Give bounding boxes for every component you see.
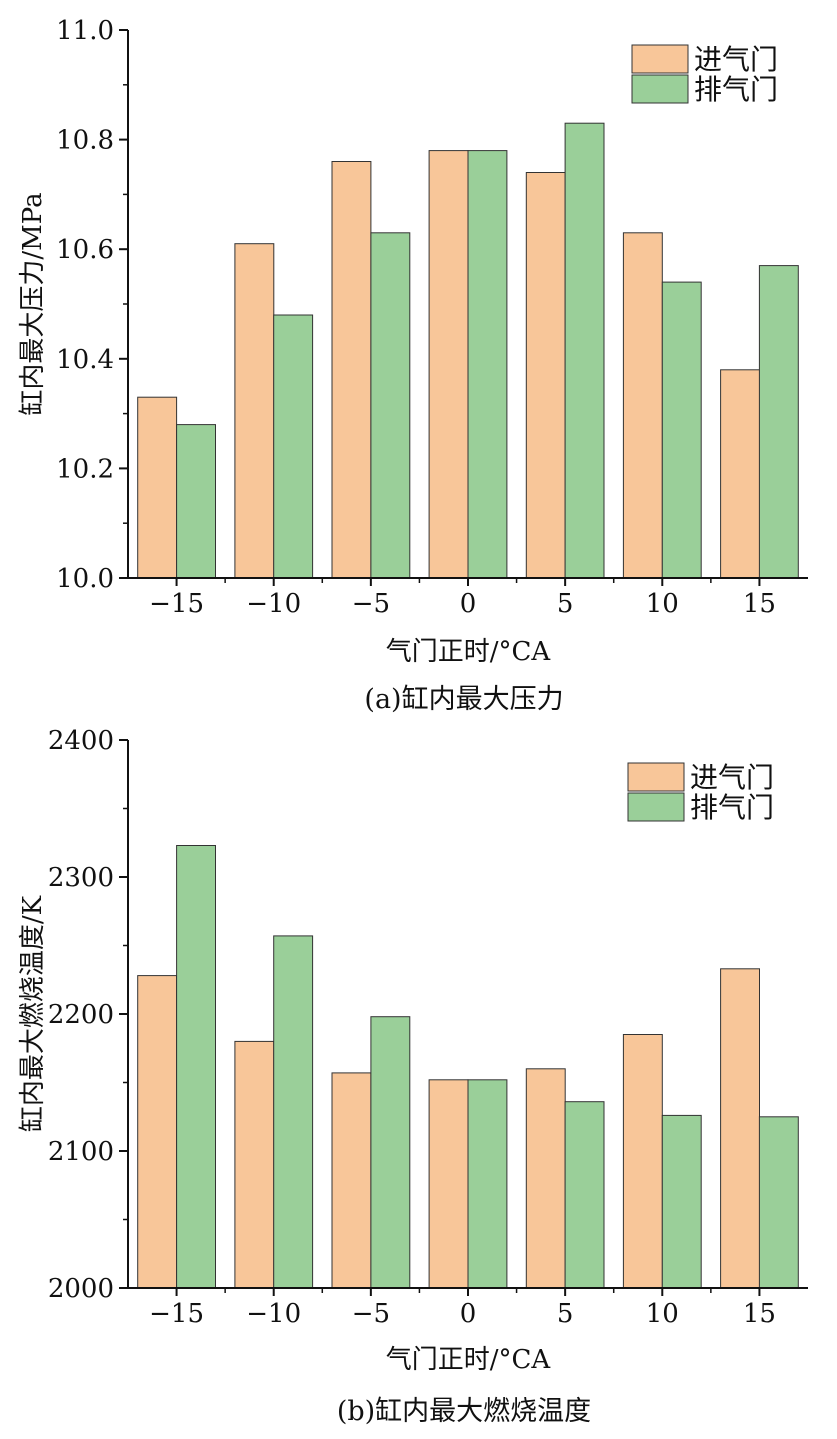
y-axis-label: 缸内最大压力/MPa — [18, 192, 48, 415]
x-tick-label: −5 — [352, 589, 390, 619]
chart-1: 2000 2100 2200 2300 2400 −15 −10 −5 0 5 10 15 气门正时/°… — [18, 726, 808, 1427]
legend-label-exhaust: 排气门 — [690, 791, 774, 824]
y-tick-label: 11.0 — [56, 16, 114, 46]
legend-label-intake: 进气门 — [690, 761, 774, 794]
bar-exhaust-1 — [273, 935, 314, 1289]
y-tick-label: 2200 — [48, 1000, 114, 1030]
bar-exhaust-0 — [176, 424, 217, 579]
x-tick-label: −15 — [149, 1299, 204, 1329]
y-tick-label: 10.2 — [56, 454, 114, 484]
x-tick-label: −5 — [352, 1299, 390, 1329]
bar-intake-0 — [137, 396, 178, 579]
bar-exhaust-3 — [467, 150, 508, 579]
bar-exhaust-2 — [370, 1016, 411, 1289]
legend-swatch-exhaust — [631, 74, 689, 104]
x-tick-label: 10 — [646, 1299, 679, 1329]
x-tick-label: 15 — [743, 589, 776, 619]
x-tick-label: 5 — [557, 1299, 574, 1329]
bar-intake-0 — [137, 975, 178, 1289]
legend-label-exhaust: 排气门 — [694, 73, 778, 106]
bar-exhaust-5 — [661, 1114, 702, 1289]
bar-intake-6 — [720, 369, 760, 579]
bar-exhaust-4 — [564, 1101, 605, 1289]
y-axis-label: 缸内最大燃烧温度/K — [18, 895, 48, 1132]
x-tick-label: 0 — [460, 589, 477, 619]
bar-exhaust-0 — [176, 845, 217, 1289]
chart-0: 10.0 10.2 10.4 10.6 10.8 11.0 −15 −10 −5 0 5 10 15 气门… — [18, 16, 808, 715]
legend-swatch-intake — [631, 44, 689, 74]
x-tick-label: 0 — [460, 1299, 477, 1329]
bar-intake-2 — [331, 1072, 372, 1289]
bar-intake-5 — [622, 232, 663, 579]
legend-label-intake: 进气门 — [694, 43, 778, 76]
bar-exhaust-6 — [758, 1116, 799, 1289]
y-tick-label: 2300 — [48, 863, 114, 893]
x-tick-label: 5 — [557, 589, 574, 619]
y-tick-label: 10.8 — [56, 126, 114, 156]
bar-exhaust-4 — [564, 122, 605, 579]
y-tick-label: 2100 — [48, 1137, 114, 1167]
y-tick-label: 2000 — [48, 1274, 114, 1304]
x-tick-label: 10 — [646, 589, 679, 619]
bar-intake-3 — [428, 150, 469, 579]
bar-exhaust-6 — [758, 265, 799, 579]
x-axis-label: 气门正时/°CA — [386, 637, 552, 667]
bar-exhaust-5 — [661, 281, 702, 579]
bar-exhaust-3 — [467, 1079, 508, 1289]
chart-caption: (a)缸内最大压力 — [364, 684, 563, 715]
x-tick-label: −15 — [149, 589, 204, 619]
bar-intake-1 — [234, 1040, 275, 1289]
y-tick-label: 10.0 — [56, 564, 114, 594]
bar-exhaust-1 — [273, 314, 314, 579]
chart-caption: (b)缸内最大燃烧温度 — [337, 1396, 591, 1427]
bar-intake-1 — [234, 243, 275, 579]
legend-swatch-intake — [627, 762, 685, 792]
bar-intake-6 — [720, 968, 760, 1289]
x-tick-label: −10 — [246, 589, 301, 619]
legend-swatch-exhaust — [627, 792, 685, 822]
bar-intake-5 — [622, 1034, 663, 1289]
x-axis-label: 气门正时/°CA — [386, 1345, 552, 1375]
y-tick-label: 10.4 — [56, 345, 114, 375]
x-tick-label: −10 — [246, 1299, 301, 1329]
bar-exhaust-2 — [370, 232, 411, 579]
bar-intake-4 — [525, 1068, 566, 1289]
x-tick-label: 15 — [743, 1299, 776, 1329]
bar-intake-2 — [331, 161, 372, 579]
y-tick-label: 2400 — [48, 726, 114, 756]
bar-intake-3 — [428, 1079, 469, 1289]
y-tick-label: 10.6 — [56, 235, 114, 265]
bar-intake-4 — [525, 172, 566, 579]
